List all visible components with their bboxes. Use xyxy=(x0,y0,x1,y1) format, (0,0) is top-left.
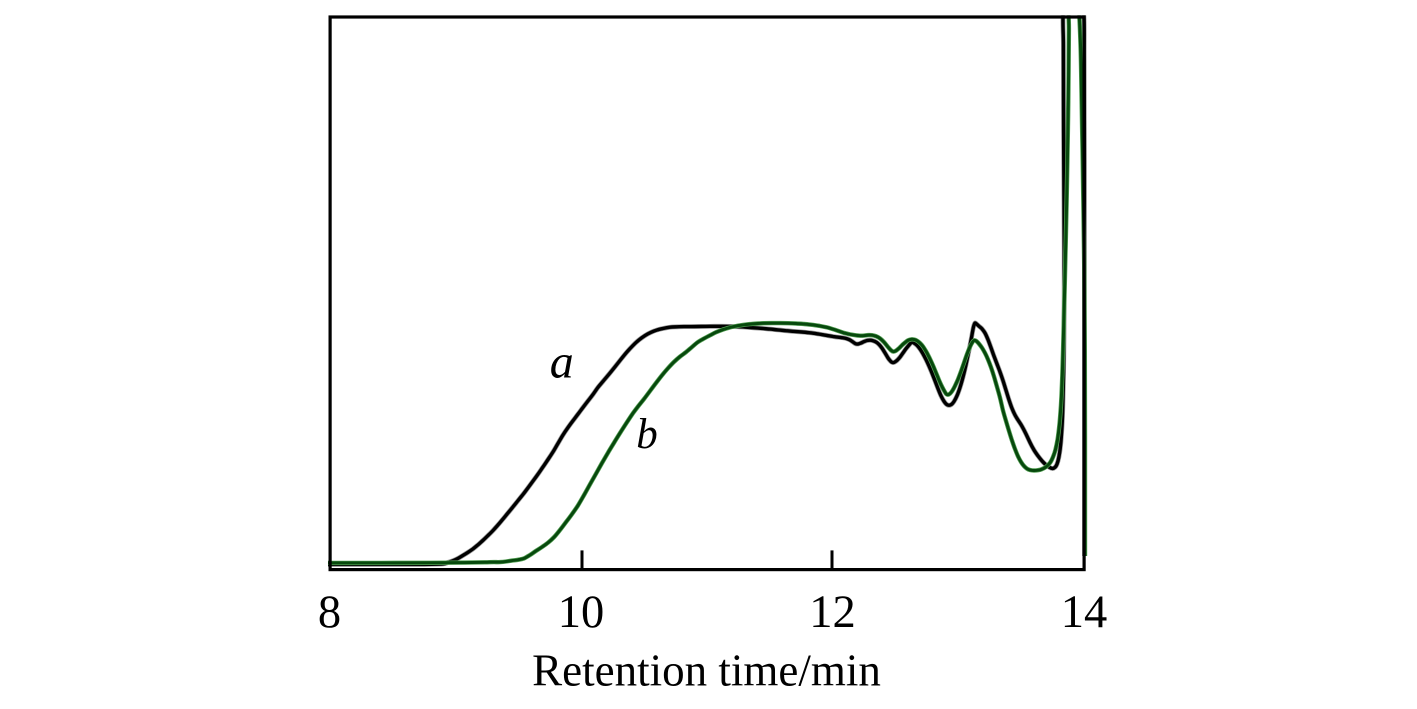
svg-text:10: 10 xyxy=(558,587,605,638)
svg-text:14: 14 xyxy=(1061,587,1108,638)
svg-text:a: a xyxy=(550,336,574,389)
svg-text:12: 12 xyxy=(809,587,856,638)
svg-text:8: 8 xyxy=(318,587,341,638)
svg-text:Retention time/min: Retention time/min xyxy=(532,646,881,696)
svg-text:b: b xyxy=(636,411,658,458)
